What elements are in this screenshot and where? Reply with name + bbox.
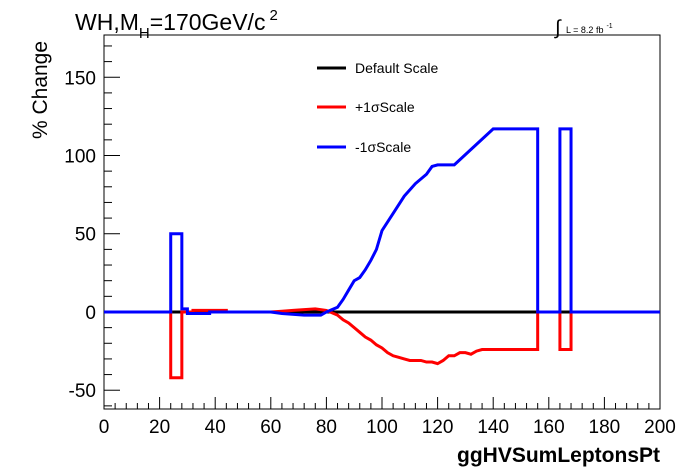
x-tick-label: 80 — [316, 417, 337, 438]
x-tick-label: 140 — [477, 417, 509, 438]
y-tick-label: 0 — [85, 303, 96, 324]
integral-symbol: ∫ — [554, 17, 562, 39]
x-tick-label: 60 — [260, 417, 281, 438]
y-axis-label: % Change — [29, 41, 52, 139]
legend-entry: -1σScale — [317, 139, 411, 155]
plot-frame — [103, 34, 661, 410]
x-tick-label: 200 — [644, 417, 676, 438]
x-tick-label: 160 — [533, 417, 565, 438]
legend-entry: +1σScale — [317, 99, 415, 115]
legend-label: +1σScale — [355, 99, 415, 115]
legend-entry: Default Scale — [317, 60, 438, 76]
legend-label: -1σScale — [355, 139, 411, 155]
luminosity-text: L = 8.2 fb -1 — [566, 23, 613, 35]
y-tick-label: 150 — [64, 68, 96, 89]
luminosity-label: ∫ L = 8.2 fb -1 — [554, 17, 613, 39]
y-tick-label: 100 — [64, 146, 96, 167]
x-tick-label: 0 — [99, 417, 110, 438]
legend: Default Scale +1σScale -1σScale — [317, 60, 438, 155]
y-tick-label: -50 — [69, 381, 96, 402]
x-tick-label: 100 — [366, 417, 398, 438]
x-tick-label: 20 — [149, 417, 170, 438]
series-group — [104, 127, 660, 380]
legend-label: Default Scale — [355, 60, 438, 76]
x-tick-label: 40 — [205, 417, 226, 438]
y-tick-label: 50 — [75, 225, 96, 246]
x-axis-label: ggHVSumLeptonsPt — [457, 444, 660, 467]
series-minus-1sigma-scale — [104, 127, 660, 317]
x-tick-label: 120 — [422, 417, 454, 438]
chart-title: WH,MH=170GeV/c 2 — [75, 7, 278, 42]
series-plus-1sigma-scale — [104, 307, 660, 380]
x-tick-label: 180 — [589, 417, 621, 438]
